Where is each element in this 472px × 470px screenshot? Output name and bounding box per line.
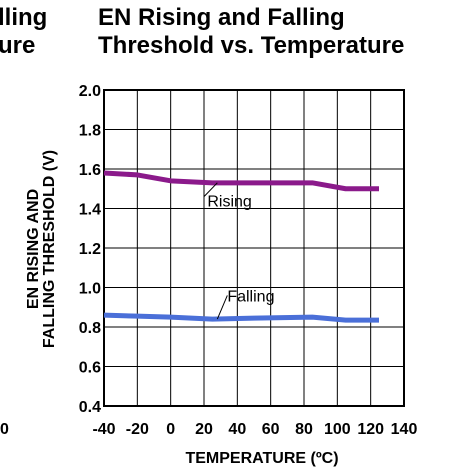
y-tick-label: 1.6 bbox=[79, 162, 101, 179]
y-tick-label: 1.8 bbox=[79, 123, 101, 140]
chart-title-line2: Threshold vs. Temperature bbox=[98, 32, 405, 59]
x-tick-label: 100 bbox=[324, 421, 351, 438]
y-tick-labels: 0.4 0.6 0.8 1.0 1.2 1.4 1.6 1.8 2.0 bbox=[79, 83, 101, 416]
y-tick-label: 1.0 bbox=[79, 281, 101, 298]
y-axis-label-line1: EN RISING AND bbox=[25, 189, 42, 309]
annotation-layer: Rising Falling bbox=[203, 182, 274, 320]
x-tick-label: 80 bbox=[295, 421, 313, 438]
x-tick-label: 20 bbox=[195, 421, 213, 438]
y-tick-label: 1.2 bbox=[79, 241, 101, 258]
y-tick-label: 0.6 bbox=[79, 360, 101, 377]
y-tick-label: 1.4 bbox=[79, 202, 101, 219]
left-fragment-tick: 0 bbox=[0, 421, 9, 438]
rising-annotation: Rising bbox=[207, 194, 251, 211]
x-tick-label: -40 bbox=[92, 421, 115, 438]
x-tick-label: -20 bbox=[126, 421, 149, 438]
y-axis-label-line2: FALLING THRESHOLD (V) bbox=[41, 150, 58, 348]
x-tick-labels: -40 -20 0 20 40 60 80 100 120 140 bbox=[92, 421, 417, 438]
x-tick-label: 0 bbox=[166, 421, 175, 438]
y-tick-label: 0.4 bbox=[79, 399, 101, 416]
y-tick-label: 2.0 bbox=[79, 83, 101, 100]
x-axis-label: TEMPERATURE (ºC) bbox=[185, 450, 338, 467]
rising-leader-line bbox=[203, 182, 218, 197]
y-tick-label: 0.8 bbox=[79, 320, 101, 337]
chart-title-line1: EN Rising and Falling bbox=[98, 4, 345, 31]
plot-frame bbox=[103, 89, 405, 407]
left-title-line2: ure bbox=[0, 32, 36, 59]
x-tick-label: 140 bbox=[391, 421, 418, 438]
grid-lines bbox=[103, 89, 405, 407]
series-line-falling bbox=[103, 312, 379, 323]
series-layer bbox=[103, 170, 379, 323]
series-line-rising bbox=[103, 170, 379, 192]
falling-leader-line bbox=[216, 295, 228, 320]
x-tick-label: 40 bbox=[228, 421, 246, 438]
left-title-line1: lling bbox=[0, 4, 48, 31]
falling-annotation: Falling bbox=[227, 288, 274, 305]
x-tick-label: 60 bbox=[262, 421, 280, 438]
x-tick-label: 120 bbox=[357, 421, 384, 438]
